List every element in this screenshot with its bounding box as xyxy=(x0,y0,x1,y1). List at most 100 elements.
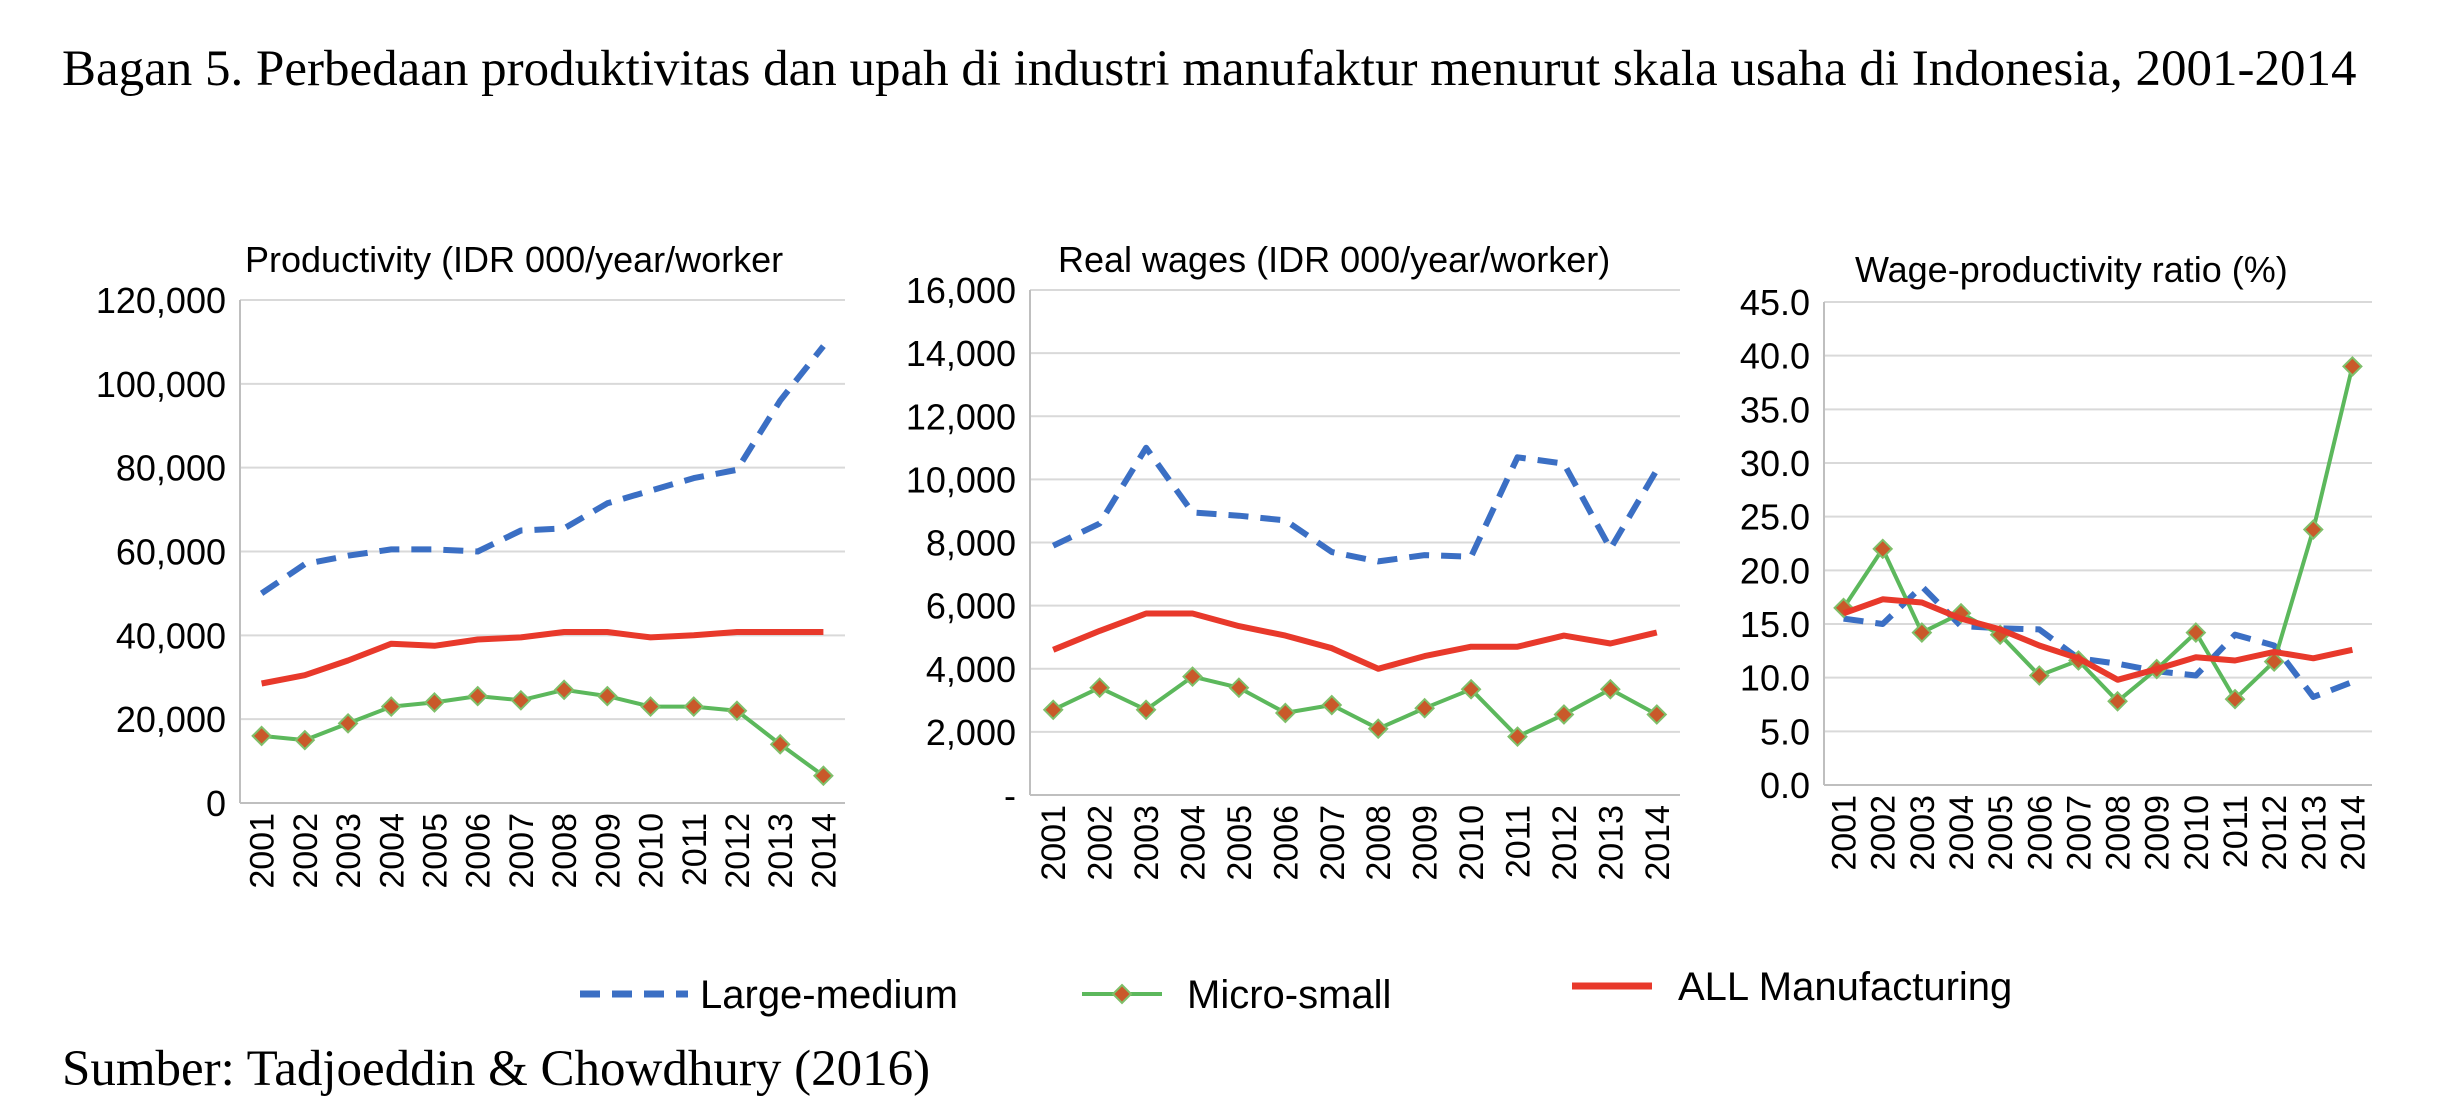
x-tick-label: 2003 xyxy=(330,813,368,889)
x-tick-label: 2012 xyxy=(1546,805,1584,881)
x-tick-label: 2006 xyxy=(1267,805,1305,881)
series-line-micro-small xyxy=(1052,674,1658,739)
x-tick-label: 2006 xyxy=(460,813,498,889)
productivity-panel: Productivity (IDR 000/year/worker 0 20,000… xyxy=(96,239,845,889)
series-line-large-medium xyxy=(1051,444,1660,565)
x-tick-label: 2007 xyxy=(1314,805,1352,881)
data-point-micro-small xyxy=(596,685,618,707)
y-tick-label: 20,000 xyxy=(116,699,226,740)
data-point-micro-small xyxy=(1367,718,1389,740)
y-tick-label: 4,000 xyxy=(926,649,1016,690)
x-tick-label: 2003 xyxy=(1904,795,1942,871)
data-point-micro-small xyxy=(1228,677,1250,699)
data-point-micro-small xyxy=(380,696,402,718)
data-point-micro-small xyxy=(812,765,834,787)
data-point-micro-small xyxy=(1599,678,1621,700)
data-point-micro-small xyxy=(769,733,791,755)
y-tick-label: 30.0 xyxy=(1740,443,1810,484)
chart-title: Real wages (IDR 000/year/worker) xyxy=(1058,239,1610,280)
x-tick-label: 2010 xyxy=(2178,795,2216,871)
x-tick-label: 2002 xyxy=(1082,805,1120,881)
y-tick-label: 45.0 xyxy=(1740,282,1810,323)
x-tick-label: 2014 xyxy=(1639,805,1677,881)
chart-title: Productivity (IDR 000/year/worker xyxy=(245,239,783,280)
x-tick-label: 2003 xyxy=(1128,805,1166,881)
data-point-micro-small xyxy=(2263,651,2285,672)
x-tick-label: 2013 xyxy=(1592,805,1630,881)
legend-label-micro-small: Micro-small xyxy=(1187,973,1391,1017)
y-tick-label: - xyxy=(1004,775,1016,816)
data-point-micro-small xyxy=(1042,699,1064,721)
x-tick-label: 2004 xyxy=(1943,795,1981,871)
data-point-micro-small xyxy=(1872,538,1894,560)
x-tick-label: 2005 xyxy=(416,813,454,889)
x-tick-label: 2005 xyxy=(1221,805,1259,881)
data-point-micro-small xyxy=(467,685,489,707)
series-line-all-manufacturing xyxy=(261,629,824,687)
y-tick-label: 0.0 xyxy=(1760,765,1810,806)
data-point-micro-small xyxy=(294,729,316,751)
y-tick-label: 10.0 xyxy=(1740,658,1810,699)
data-point-micro-small xyxy=(1507,726,1528,748)
legend-marker-micro-small xyxy=(1111,983,1133,1005)
x-tick-label: 2011 xyxy=(676,813,714,886)
data-point-micro-small xyxy=(553,679,575,701)
y-tick-label: 20.0 xyxy=(1740,550,1810,591)
data-point-micro-small xyxy=(424,691,445,713)
x-tick-label: 2013 xyxy=(2295,795,2333,871)
data-point-micro-small xyxy=(2185,622,2207,644)
x-tick-label: 2008 xyxy=(2100,795,2138,871)
x-tick-label: 2008 xyxy=(1360,805,1398,881)
x-tick-label: 2004 xyxy=(373,813,411,889)
x-tick-label: 2014 xyxy=(805,813,843,889)
x-tick-label: 2010 xyxy=(633,813,671,889)
x-tick-label: 2001 xyxy=(1826,795,1864,871)
data-point-micro-small xyxy=(2342,355,2363,377)
y-tick-label: 60,000 xyxy=(116,532,226,573)
x-tick-label: 2012 xyxy=(719,813,757,889)
x-tick-label: 2007 xyxy=(503,813,541,889)
x-tick-label: 2013 xyxy=(762,813,800,889)
y-tick-label: 10,000 xyxy=(906,459,1016,500)
x-tick-label: 2012 xyxy=(2256,795,2294,871)
source-note: Sumber: Tadjoeddin & Chowdhury (2016) xyxy=(62,1041,931,1097)
data-point-micro-small xyxy=(1911,622,1933,644)
real-wages-panel: Real wages (IDR 000/year/worker) - 2,000 4,… xyxy=(906,239,1680,881)
data-point-micro-small xyxy=(2028,665,2050,686)
y-tick-label: 40,000 xyxy=(116,615,226,656)
y-tick-label: 40.0 xyxy=(1740,336,1810,377)
data-point-micro-small xyxy=(683,696,705,718)
x-tick-label: 2002 xyxy=(1865,795,1903,871)
data-point-micro-small xyxy=(251,725,273,747)
x-tick-label: 2009 xyxy=(589,813,627,889)
data-point-micro-small xyxy=(1646,704,1668,725)
x-tick-label: 2014 xyxy=(2334,795,2372,871)
data-point-micro-small xyxy=(1321,694,1343,716)
data-point-micro-small xyxy=(1089,677,1111,699)
series-line-large-medium xyxy=(1843,583,2354,700)
data-point-micro-small xyxy=(1460,678,1482,700)
data-point-micro-small xyxy=(1414,697,1436,719)
data-point-micro-small xyxy=(1274,702,1296,724)
y-tick-label: 120,000 xyxy=(96,280,226,321)
y-tick-label: 16,000 xyxy=(906,270,1016,311)
data-point-micro-small xyxy=(640,696,661,718)
data-point-micro-small xyxy=(2107,690,2128,712)
x-tick-label: 2010 xyxy=(1453,805,1491,881)
x-tick-label: 2009 xyxy=(1407,805,1445,881)
chart-title: Wage-productivity ratio (%) xyxy=(1855,249,2288,290)
y-tick-label: 6,000 xyxy=(926,586,1016,627)
series-line-all-manufacturing xyxy=(1842,596,2354,683)
x-tick-label: 2005 xyxy=(1982,795,2020,871)
y-tick-label: 8,000 xyxy=(926,523,1016,564)
legend: Large-medium Micro-small ALL Manufacturi… xyxy=(580,965,2012,1017)
x-tick-label: 2004 xyxy=(1175,805,1213,881)
data-point-micro-small xyxy=(337,712,359,734)
figure-title: Bagan 5. Perbedaan produktivitas dan upa… xyxy=(62,41,2357,97)
y-tick-label: 12,000 xyxy=(906,396,1016,437)
data-point-micro-small xyxy=(510,689,532,711)
x-tick-label: 2006 xyxy=(2021,795,2059,871)
data-point-micro-small xyxy=(2224,688,2246,710)
y-tick-label: 5.0 xyxy=(1760,711,1810,752)
